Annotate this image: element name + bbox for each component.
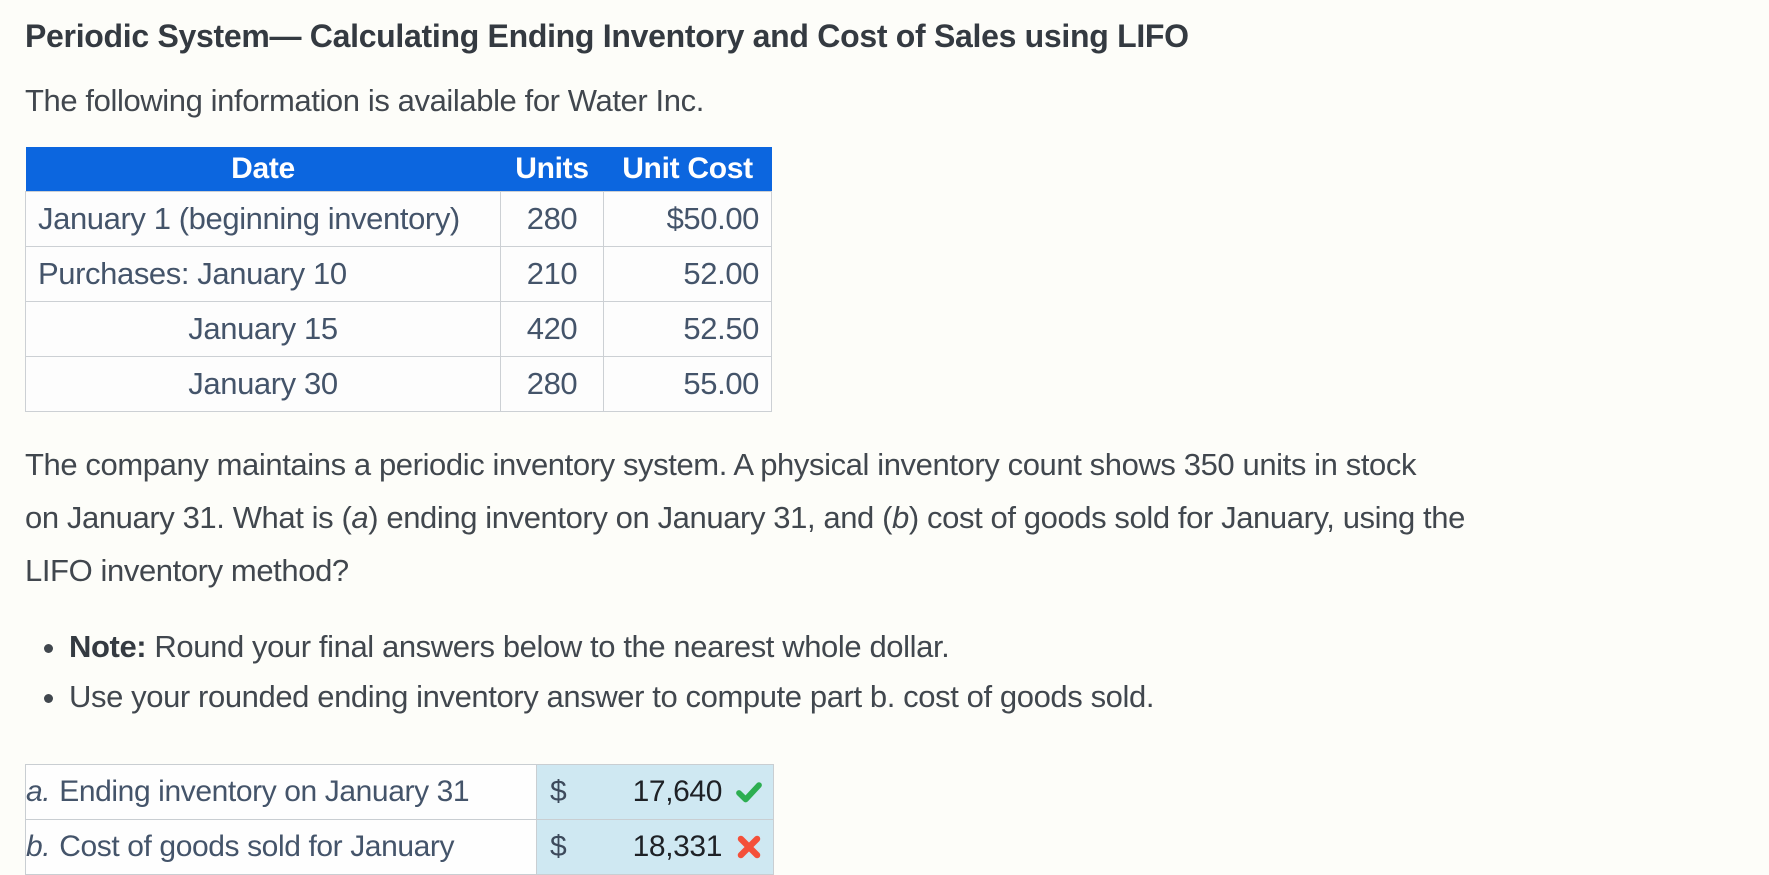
unit-cost-cell: 55.00 — [603, 356, 772, 412]
table-row: January 15 420 52.50 — [25, 301, 772, 357]
table-row: January 30 280 55.00 — [25, 356, 772, 412]
cross-icon — [734, 832, 764, 862]
units-cell: 420 — [500, 301, 604, 357]
answer-row: b. Cost of goods sold for January $ 18,33… — [25, 819, 774, 875]
answer-value-field-b[interactable]: $ 18,331 — [536, 819, 774, 875]
column-header-unit-cost: Unit Cost — [603, 147, 772, 192]
answer-label: a. Ending inventory on January 31 — [25, 764, 537, 820]
inventory-table: Date Units Unit Cost January 1 (beginnin… — [25, 147, 772, 412]
currency-symbol: $ — [550, 830, 567, 863]
note-item: Use your rounded ending inventory answer… — [69, 672, 1745, 722]
note-item: Note: Round your final answers below to … — [69, 622, 1745, 672]
answer-value-field-a[interactable]: $ 17,640 — [536, 764, 774, 820]
answers-table: a. Ending inventory on January 31 $ 17,64… — [25, 764, 774, 875]
date-cell: January 1 (beginning inventory) — [25, 191, 501, 247]
question-text: The company maintains a periodic invento… — [25, 438, 1745, 597]
column-header-date: Date — [25, 147, 501, 192]
column-header-units: Units — [500, 147, 604, 192]
answer-amount: 18,331 — [632, 830, 723, 863]
question-line: The company maintains a periodic invento… — [25, 447, 1417, 482]
inventory-table-header-row: Date Units Unit Cost — [25, 147, 772, 192]
answer-label: b. Cost of goods sold for January — [25, 819, 537, 875]
check-icon — [734, 777, 764, 807]
table-row: January 1 (beginning inventory) 280 $50.… — [25, 191, 772, 247]
unit-cost-cell: $50.00 — [603, 191, 772, 247]
answer-amount: 17,640 — [632, 775, 723, 808]
units-cell: 210 — [500, 246, 604, 302]
question-line: LIFO inventory method? — [25, 553, 349, 588]
currency-symbol: $ — [550, 775, 567, 808]
notes-list: Note: Round your final answers below to … — [25, 622, 1745, 722]
intro-text: The following information is available f… — [25, 83, 704, 118]
units-cell: 280 — [500, 356, 604, 412]
date-cell: Purchases: January 10 — [25, 246, 501, 302]
unit-cost-cell: 52.50 — [603, 301, 772, 357]
question-line: on January 31. What is (a) ending invent… — [25, 500, 1465, 535]
date-cell: January 15 — [25, 301, 501, 357]
answer-row: a. Ending inventory on January 31 $ 17,64… — [25, 764, 774, 820]
units-cell: 280 — [500, 191, 604, 247]
unit-cost-cell: 52.00 — [603, 246, 772, 302]
date-cell: January 30 — [25, 356, 501, 412]
table-row: Purchases: January 10 210 52.00 — [25, 246, 772, 302]
page-title: Periodic System— Calculating Ending Inve… — [25, 18, 1189, 54]
